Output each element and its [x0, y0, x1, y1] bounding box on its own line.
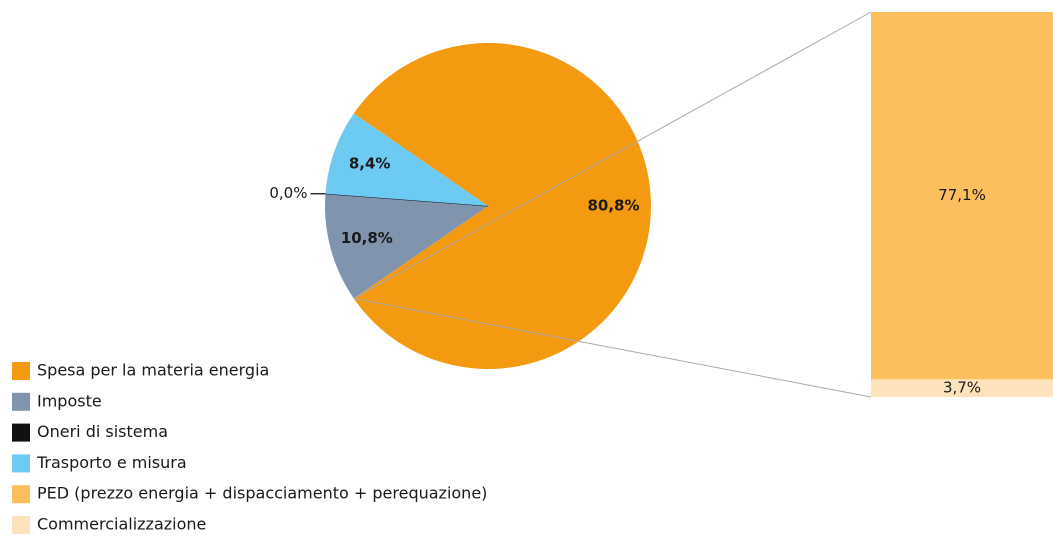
- pie-label: 80,8%: [587, 197, 639, 215]
- legend-swatch: [12, 423, 30, 442]
- legend-swatch: [12, 485, 30, 504]
- connector: [353, 297, 872, 398]
- breakdown-label: 77,1%: [938, 186, 986, 204]
- legend-text: Commercializzazione: [37, 515, 206, 534]
- breakdown-label: 3,7%: [943, 379, 981, 397]
- pie-slice: [325, 113, 488, 206]
- legend-swatch: [12, 362, 30, 380]
- breakdown-bar: [871, 12, 1053, 380]
- legend-text: Spesa per la materia energia: [37, 361, 269, 380]
- pie-label: 0,0%: [269, 184, 307, 202]
- legend-swatch: [12, 516, 30, 534]
- pie-label: 8,4%: [349, 155, 391, 173]
- breakdown-bar: [871, 379, 1053, 397]
- connector: [353, 11, 872, 299]
- legend-swatch: [12, 454, 30, 473]
- pie-label: 10,8%: [341, 229, 393, 247]
- legend-text: PED (prezzo energia + dispacciamento + p…: [37, 484, 487, 503]
- legend-text: Oneri di sistema: [37, 422, 168, 441]
- pie-slice: [353, 43, 652, 370]
- pie-slice: [325, 193, 488, 299]
- legend-text: Imposte: [37, 391, 102, 410]
- legend-text: Trasporto e misura: [36, 453, 187, 472]
- legend-swatch: [12, 392, 30, 411]
